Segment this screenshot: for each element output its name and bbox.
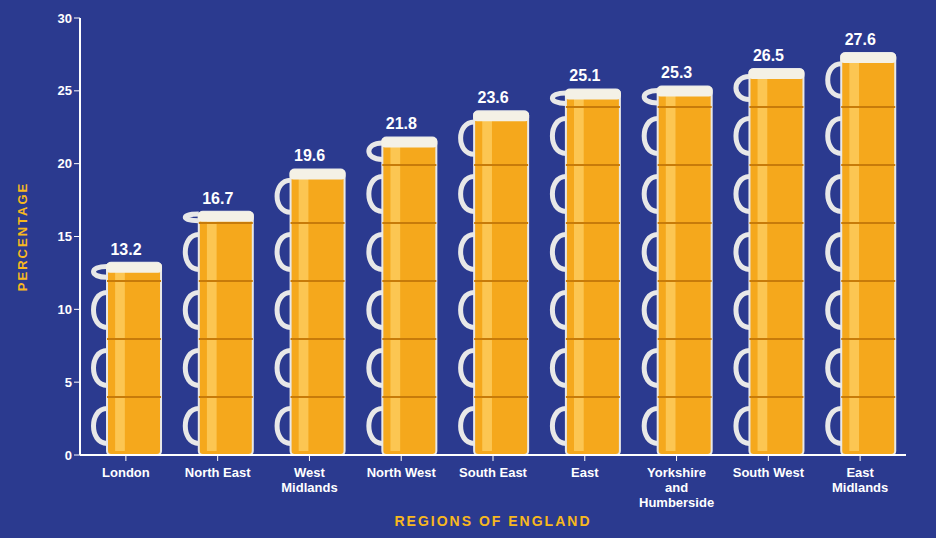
svg-text:Yorkshire: Yorkshire	[647, 465, 706, 480]
svg-text:0: 0	[65, 448, 72, 463]
svg-text:16.7: 16.7	[202, 190, 233, 207]
svg-text:West: West	[294, 465, 325, 480]
svg-text:and: and	[665, 480, 688, 495]
svg-text:Humberside: Humberside	[639, 495, 714, 510]
svg-text:13.2: 13.2	[110, 241, 141, 258]
svg-text:20: 20	[58, 156, 72, 171]
svg-text:East: East	[846, 465, 874, 480]
svg-text:North West: North West	[367, 465, 437, 480]
svg-text:South West: South West	[733, 465, 805, 480]
svg-text:Midlands: Midlands	[832, 480, 888, 495]
svg-text:30: 30	[58, 11, 72, 26]
svg-text:25: 25	[58, 83, 72, 98]
svg-text:East: East	[571, 465, 599, 480]
svg-text:19.6: 19.6	[294, 147, 325, 164]
svg-text:27.6: 27.6	[845, 31, 876, 48]
svg-text:South East: South East	[459, 465, 528, 480]
svg-text:26.5: 26.5	[753, 47, 784, 64]
svg-text:15: 15	[58, 229, 72, 244]
svg-text:London: London	[102, 465, 150, 480]
svg-text:10: 10	[58, 302, 72, 317]
svg-text:25.3: 25.3	[661, 64, 692, 81]
svg-text:5: 5	[65, 375, 72, 390]
svg-text:25.1: 25.1	[569, 67, 600, 84]
svg-text:REGIONS OF ENGLAND: REGIONS OF ENGLAND	[394, 513, 591, 529]
svg-text:North East: North East	[185, 465, 251, 480]
svg-text:21.8: 21.8	[386, 115, 417, 132]
svg-text:23.6: 23.6	[478, 89, 509, 106]
svg-text:Midlands: Midlands	[281, 480, 337, 495]
svg-text:PERCENTAGE: PERCENTAGE	[15, 182, 30, 291]
